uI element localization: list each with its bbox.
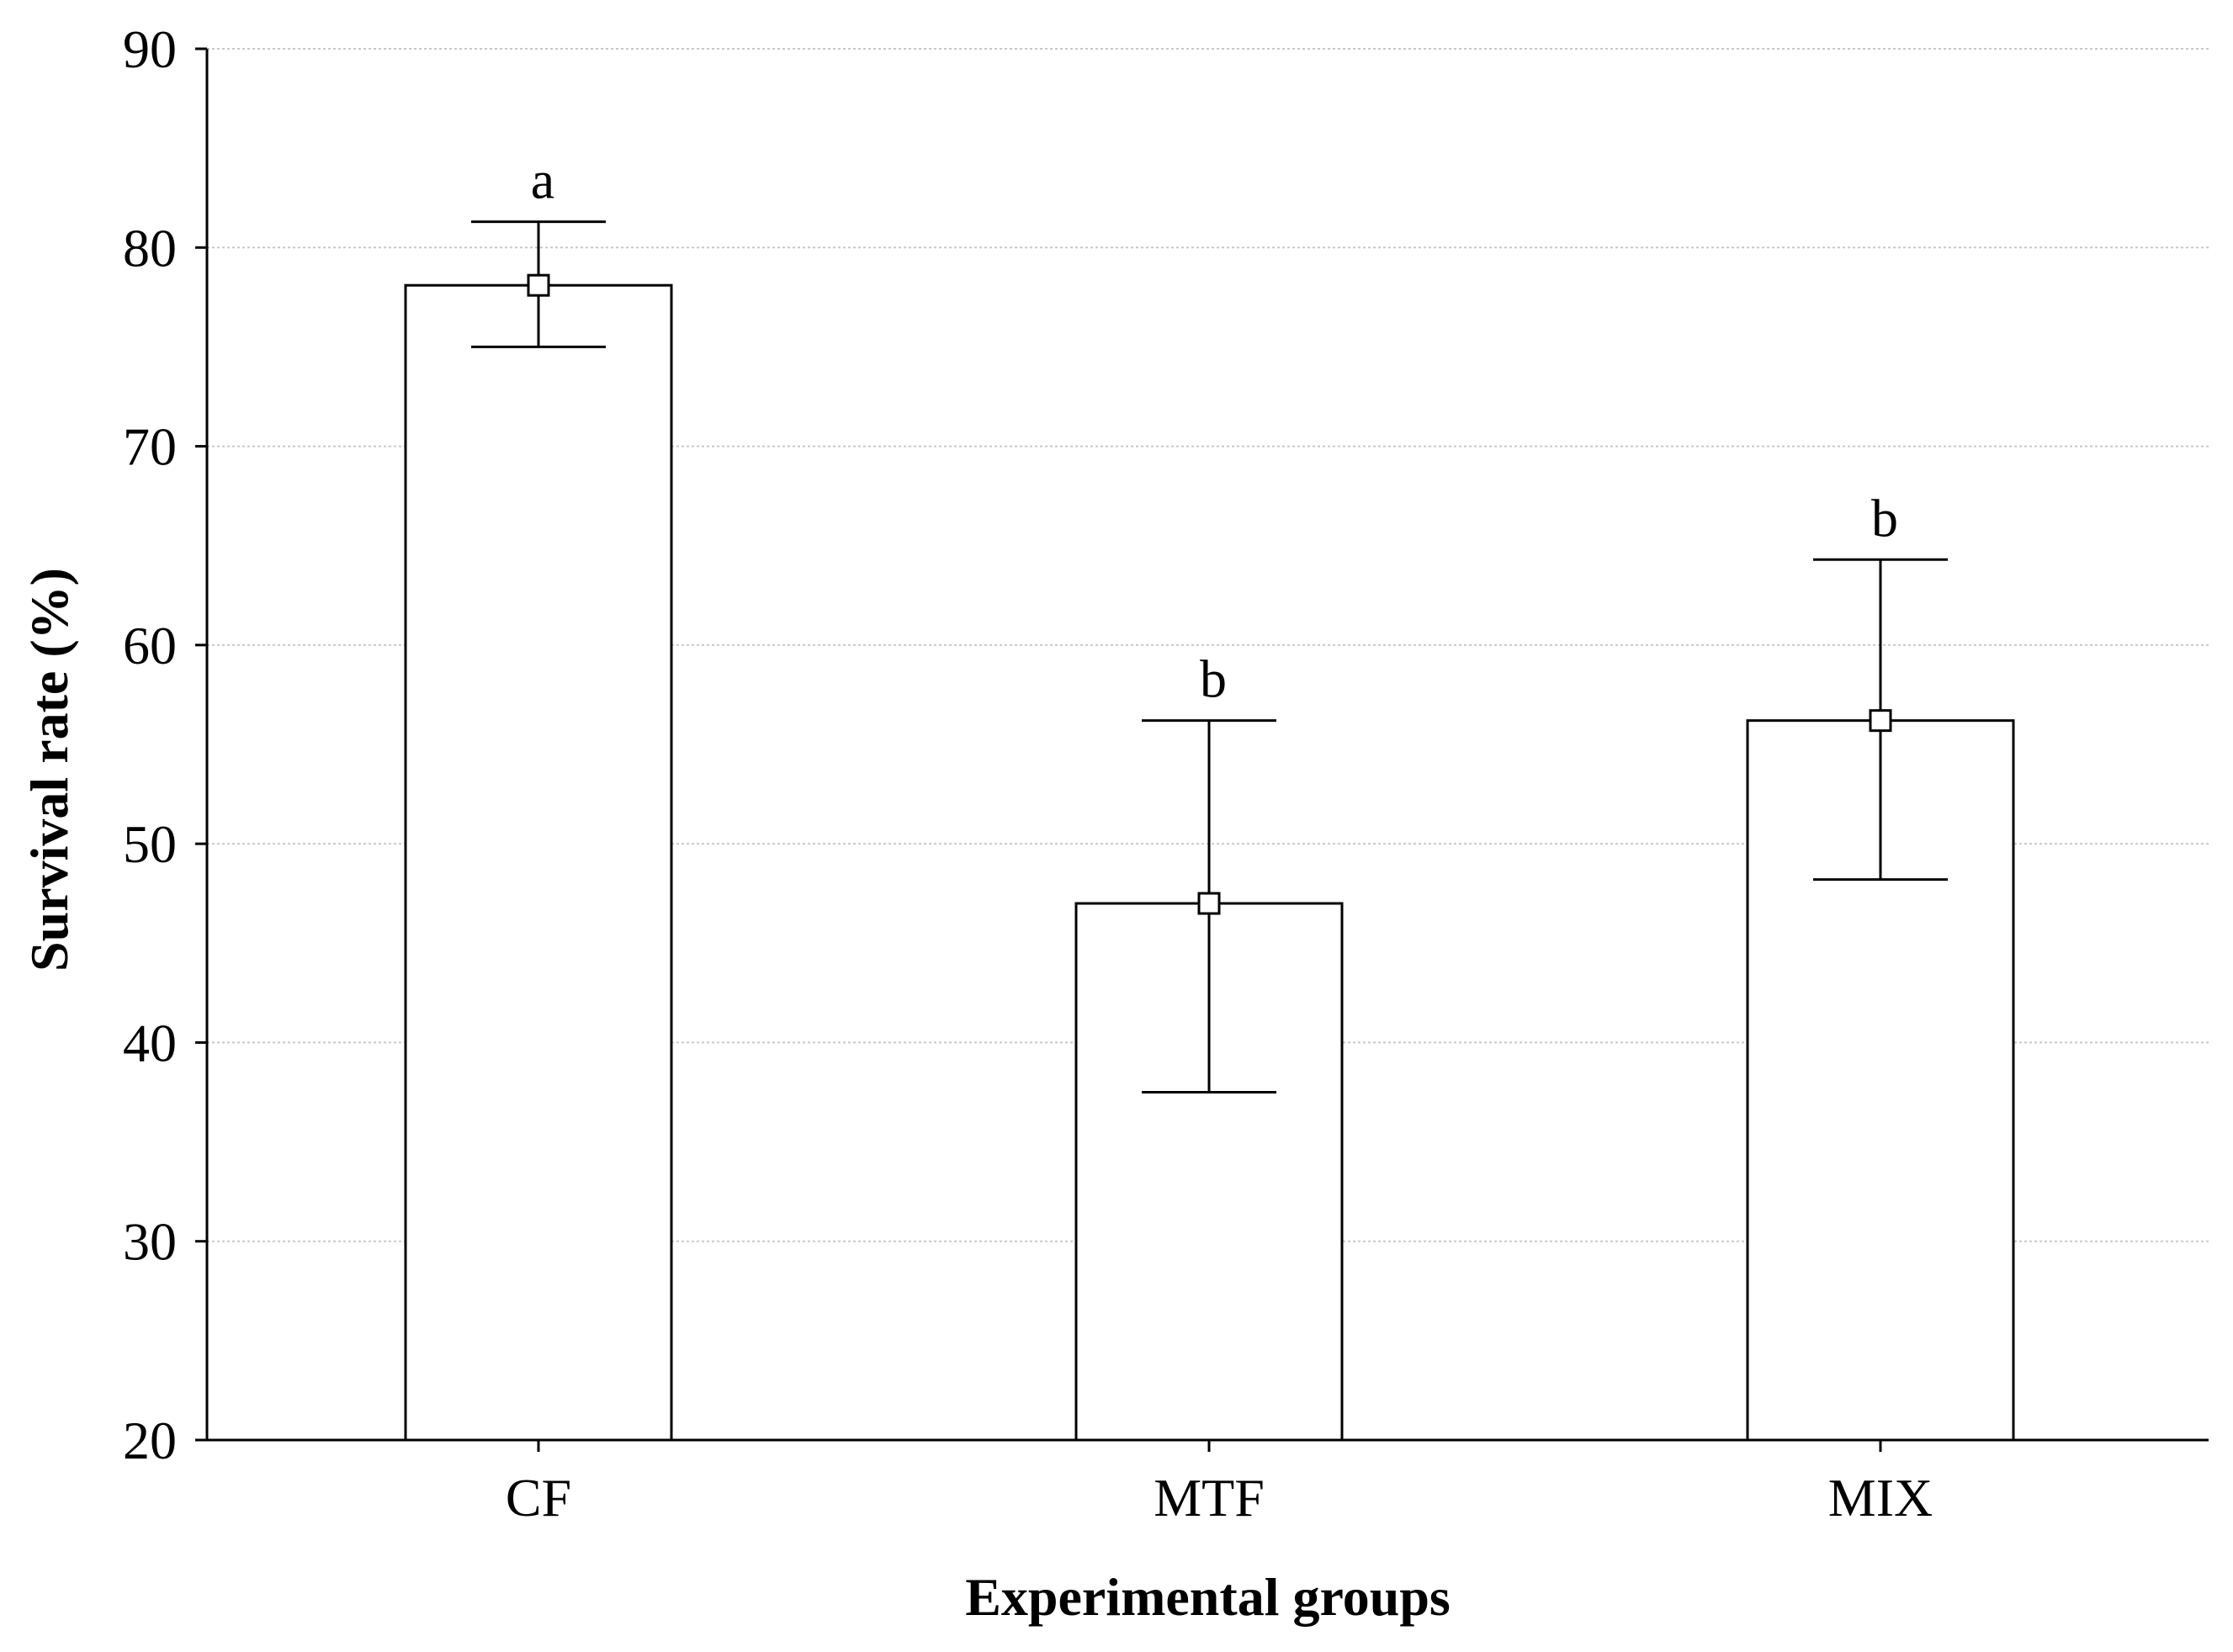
significance-letter: a: [531, 151, 554, 210]
y-tick-label: 20: [123, 1411, 177, 1470]
y-tick-label: 60: [123, 616, 177, 675]
bar-cf: [404, 283, 673, 1442]
y-tick-label: 80: [123, 218, 177, 278]
significance-letter: b: [1200, 649, 1227, 709]
y-ticks: 20 30 40 50 60 70 80 90: [123, 19, 207, 1470]
x-tick-label: CF: [506, 1468, 571, 1528]
x-tick-label: MIX: [1828, 1468, 1933, 1528]
y-tick-label: 40: [123, 1013, 177, 1072]
y-tick-label: 70: [123, 417, 177, 477]
mean-marker: [527, 273, 550, 297]
y-tick-label: 90: [123, 19, 177, 79]
mean-marker: [1869, 709, 1892, 733]
mean-marker: [1197, 892, 1221, 915]
x-tick-label: MTF: [1154, 1468, 1265, 1528]
x-ticks: CF MTF MIX: [506, 1440, 1933, 1528]
y-tick-label: 30: [123, 1212, 177, 1272]
significance-letter: b: [1871, 488, 1898, 548]
y-tick-label: 50: [123, 814, 177, 874]
y-axis-title: Survival rate (%): [19, 568, 79, 972]
x-axis-title: Experimental groups: [965, 1567, 1451, 1627]
significance-letters: a b b: [531, 151, 1898, 709]
error-bars: [471, 220, 1948, 1093]
